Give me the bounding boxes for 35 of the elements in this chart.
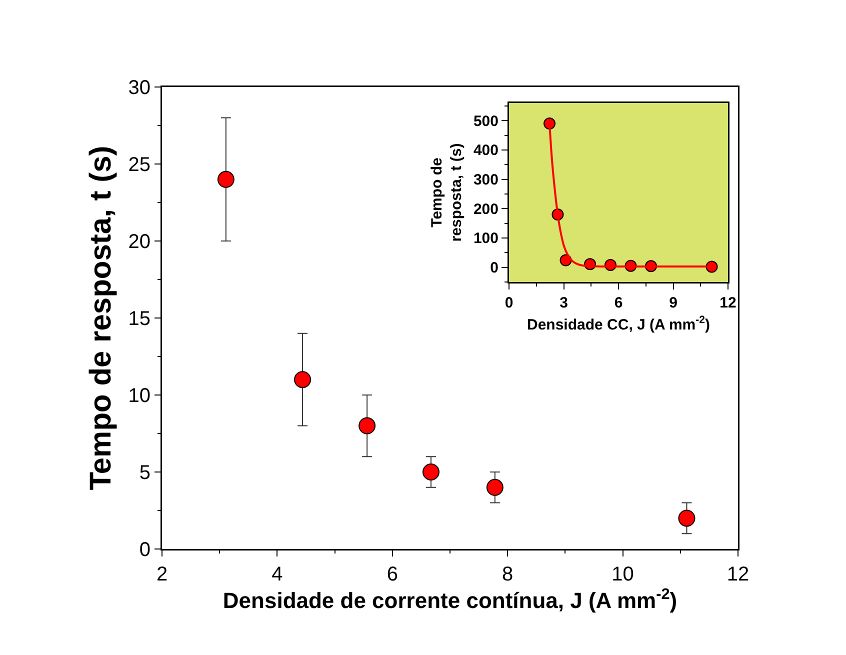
point [544, 118, 556, 130]
y-tick-label: 0 [139, 539, 150, 561]
y-tick-label: 0 [490, 260, 498, 277]
x-tick-label: 6 [614, 294, 623, 312]
x-tick-label: 0 [504, 294, 514, 312]
x-axis-title: Densidade de corrente contínua, J (A mm$^{-2}$) [222, 586, 678, 614]
y-tick-label: 15 [128, 308, 150, 330]
x-tick-label: 8 [502, 564, 514, 586]
y-tick-label: 25 [128, 154, 150, 176]
x-tick-label: 12 [726, 564, 750, 586]
x-tick-label: 6 [386, 564, 398, 586]
point [678, 510, 696, 527]
point [486, 478, 504, 496]
x-tick-label: 4 [272, 564, 283, 586]
x-axis-title: Densidade CC, J (A mm$^{-2}$) [527, 314, 710, 334]
x-tick-label: 12 [720, 294, 736, 312]
y-tick-label: 400 [473, 142, 498, 160]
point [422, 464, 440, 480]
y-tick-label: 5 [139, 462, 150, 484]
point [294, 371, 312, 388]
y-tick-label: 20 [128, 231, 150, 253]
y-tick-label: 100 [473, 230, 498, 248]
x-tick-label: 10 [612, 564, 634, 586]
y-axis-title: Tempo de resposta, t (s) [84, 146, 118, 490]
y-tick-label: 10 [128, 385, 150, 407]
x-tick-label: 3 [560, 294, 568, 312]
point [358, 417, 376, 434]
y-tick-label: 30 [128, 77, 150, 99]
y-tick-label: 200 [473, 200, 498, 218]
y-axis-title: Tempo de resposta, t (s) [428, 143, 465, 242]
point [217, 170, 234, 188]
x-tick-label: 2 [156, 564, 168, 586]
y-tick-label: 500 [473, 112, 498, 130]
y-tick-label: 300 [473, 172, 498, 189]
x-tick-label: 9 [669, 294, 678, 312]
